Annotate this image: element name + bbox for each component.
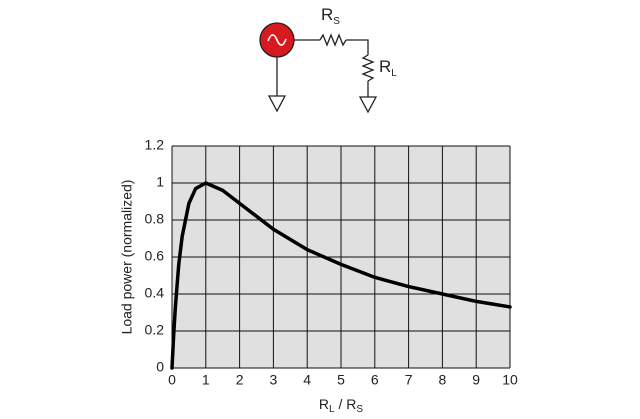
x-tick-label: 9 [472, 372, 480, 388]
x-tick-label: 10 [502, 372, 518, 388]
x-tick-label: 1 [202, 372, 210, 388]
y-tick-label: 0.6 [145, 248, 165, 264]
wire [346, 39, 369, 55]
rl-label: RL [379, 57, 397, 78]
y-tick-label: 0.2 [145, 322, 165, 338]
x-tick-label: 3 [270, 372, 278, 388]
y-tick-label: 0.4 [145, 285, 165, 301]
label-sub: S [333, 16, 340, 27]
sine-symbol [267, 34, 287, 46]
label-sub: L [329, 404, 335, 415]
label-main: R [379, 57, 391, 76]
x-tick-label: 0 [168, 372, 176, 388]
y-tick-label: 0.8 [145, 211, 165, 227]
x-tick-label: 7 [405, 372, 413, 388]
y-tick-label: 0 [156, 359, 164, 375]
y-tick-label: 1.2 [145, 137, 165, 153]
x-tick-label: 8 [439, 372, 447, 388]
data-line [170, 181, 512, 370]
label-sub: S [356, 404, 363, 415]
rs-label: RS [321, 5, 340, 26]
resistor [319, 33, 347, 47]
x-axis-label: RL / RS [319, 396, 363, 415]
x-tick-label: 2 [236, 372, 244, 388]
ground [358, 96, 378, 114]
label-main: R [319, 396, 329, 412]
circuit [259, 22, 378, 114]
x-tick-label: 6 [371, 372, 379, 388]
label-sub: L [391, 68, 397, 79]
y-tick-label: 1 [156, 174, 164, 190]
x-tick-label: 4 [303, 372, 311, 388]
resistor [361, 54, 375, 82]
x-tick-label: 5 [337, 372, 345, 388]
y-axis-label: Load power (normalized) [119, 180, 135, 335]
label-main: / R [335, 396, 357, 412]
ground [267, 95, 287, 113]
label-main: R [321, 5, 333, 24]
